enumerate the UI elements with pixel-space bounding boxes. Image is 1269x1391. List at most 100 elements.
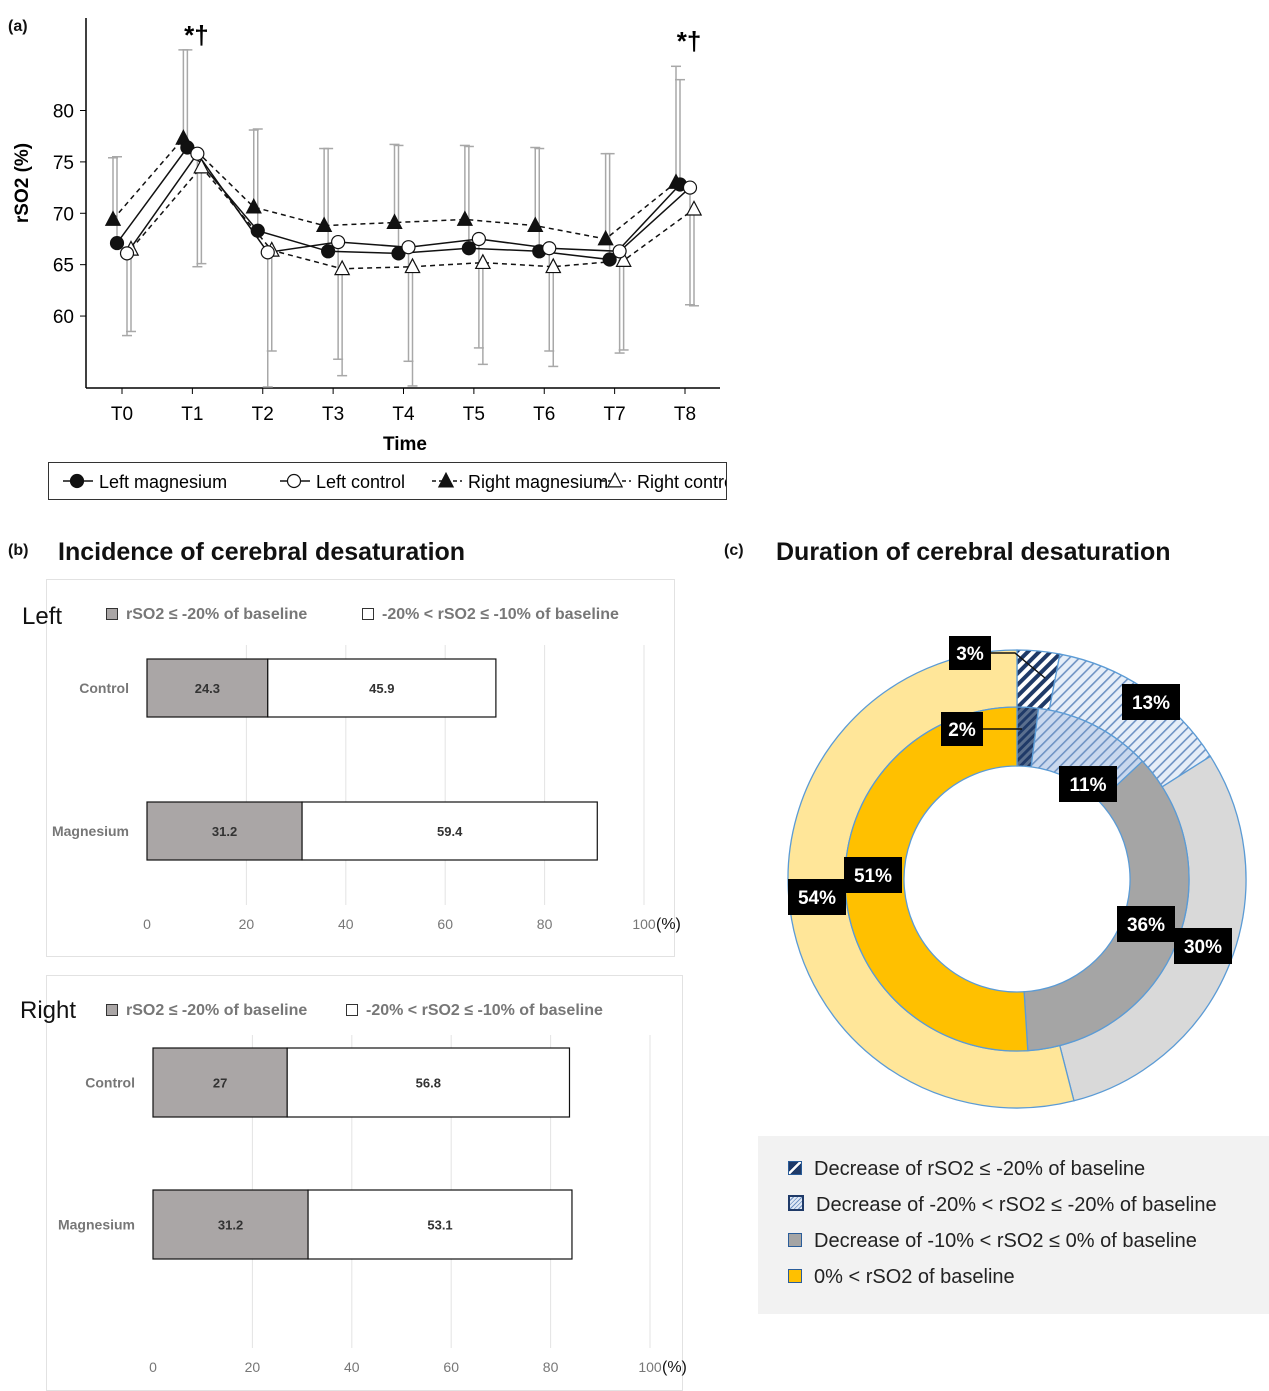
data-point bbox=[612, 244, 627, 259]
data-label-box bbox=[1122, 684, 1180, 720]
x-tick-label: 100 bbox=[638, 1359, 662, 1375]
double-donut-chart: 3% 13% 30% 54% 2% 11% 36% 51% bbox=[787, 636, 1247, 1109]
data-point bbox=[104, 210, 122, 226]
data-point bbox=[315, 216, 333, 233]
x-tick-label: 0 bbox=[143, 916, 151, 932]
data-point bbox=[69, 473, 85, 489]
panel-c-title: Duration of cerebral desaturation bbox=[776, 538, 1171, 566]
y-tick-label: 60 bbox=[53, 307, 74, 328]
data-label-box bbox=[844, 857, 902, 893]
data-point bbox=[331, 234, 346, 250]
x-tick-label: T2 bbox=[252, 404, 274, 425]
inner-ring-slice bbox=[1023, 760, 1190, 1052]
legend-white-swatch bbox=[362, 608, 374, 620]
data-label: 11% bbox=[1070, 775, 1107, 796]
bar-segment bbox=[286, 1047, 571, 1118]
data-label-box bbox=[949, 636, 991, 670]
donut-legend-item-3: Decrease of -10% < rSO2 ≤ 0% of baseline bbox=[788, 1230, 1197, 1253]
x-tick-label: 20 bbox=[245, 1359, 261, 1375]
data-label: 2% bbox=[948, 720, 976, 741]
data-point bbox=[401, 240, 416, 255]
data-point bbox=[333, 259, 351, 276]
x-tick-label: 100 bbox=[632, 916, 656, 932]
x-tick-label: 40 bbox=[344, 1359, 360, 1375]
data-point bbox=[190, 146, 205, 161]
y-tick-label: 70 bbox=[53, 204, 74, 225]
data-point bbox=[474, 253, 492, 270]
data-point bbox=[193, 157, 210, 174]
data-point bbox=[286, 473, 302, 489]
category-label: Control bbox=[79, 680, 129, 696]
x-tick-label: T5 bbox=[463, 404, 485, 425]
x-tick-label: 20 bbox=[239, 916, 255, 932]
x-tick-label: 80 bbox=[537, 916, 553, 932]
right-legend-severe: rSO2 ≤ -20% of baseline bbox=[106, 1002, 307, 1020]
data-point bbox=[456, 210, 474, 226]
x-unit-label: (%) bbox=[656, 916, 681, 933]
x-tick-label: 60 bbox=[443, 1359, 459, 1375]
bar-value-label: 45.9 bbox=[369, 681, 394, 696]
data-label-box bbox=[941, 712, 983, 746]
legend-grey-swatch bbox=[106, 1004, 118, 1016]
legend-label: Right control bbox=[637, 472, 726, 492]
y-tick-label: 75 bbox=[53, 153, 74, 174]
x-tick-label: T8 bbox=[674, 404, 696, 425]
line-chart-rso2: 60 65 70 75 80 T0 T1 T2 T3 T4 T5 T6 T7 T8 rSO2 (%) Time… bbox=[12, 18, 720, 455]
left-side-label: Left bbox=[22, 603, 63, 630]
legend-label: Right magnesium bbox=[468, 472, 608, 492]
y-tick-label: 80 bbox=[53, 102, 74, 123]
data-point bbox=[685, 200, 703, 216]
bar-value-label: 53.1 bbox=[427, 1218, 452, 1233]
data-point bbox=[437, 471, 455, 488]
legend-grey-swatch bbox=[106, 608, 118, 620]
data-label: 3% bbox=[956, 644, 984, 665]
data-point bbox=[245, 198, 262, 214]
data-point bbox=[602, 252, 617, 267]
data-point bbox=[682, 180, 698, 195]
category-label: Magnesium bbox=[52, 823, 129, 839]
data-label: 13% bbox=[1132, 693, 1170, 714]
x-tick-label: 60 bbox=[437, 916, 453, 932]
dark-hatch-swatch bbox=[788, 1161, 802, 1175]
data-label-box bbox=[1174, 928, 1232, 964]
bar-value-label: 56.8 bbox=[416, 1076, 441, 1091]
light-hatch-swatch bbox=[788, 1195, 804, 1211]
donut-legend-item-1: Decrease of rSO2 ≤ -20% of baseline bbox=[788, 1158, 1145, 1181]
x-tick-label: 40 bbox=[338, 916, 354, 932]
bar-value-label: 27 bbox=[213, 1076, 227, 1091]
bar-value-label: 31.2 bbox=[218, 1218, 243, 1233]
data-label: 51% bbox=[854, 866, 892, 887]
data-point bbox=[119, 246, 135, 261]
panel-b-title: Incidence of cerebral desaturation bbox=[58, 538, 466, 566]
data-label-box bbox=[788, 879, 846, 915]
panel-b-tag: (b) bbox=[8, 542, 29, 559]
panel-a-tag: (a) bbox=[8, 18, 28, 35]
yellow-swatch bbox=[788, 1269, 802, 1283]
bar-value-label: 24.3 bbox=[195, 681, 220, 696]
x-tick-label: T0 bbox=[111, 404, 133, 425]
data-point bbox=[404, 257, 421, 274]
right-bar-chart: 0 20 40 60 80 100 (%) 27 56.8 Control 31.2 53.1 Magn… bbox=[58, 1035, 687, 1376]
data-point bbox=[260, 245, 275, 260]
legend-label: Left magnesium bbox=[99, 472, 227, 492]
left-bar-chart: 0 20 40 60 80 100 (%) 24.3 45.9 Control 31.2 59.4 Ma… bbox=[52, 645, 681, 933]
x-tick-label: T4 bbox=[392, 404, 415, 425]
significance-annotation: *† bbox=[184, 20, 209, 50]
data-label-box bbox=[1117, 906, 1175, 942]
x-tick-label: T3 bbox=[322, 404, 344, 425]
donut-legend-item-4: 0% < rSO2 of baseline bbox=[788, 1266, 1015, 1289]
legend-label: Left control bbox=[316, 472, 405, 492]
line-chart-legend: Left magnesium Left control Right magnesiu… bbox=[48, 462, 738, 500]
data-point bbox=[321, 244, 336, 259]
data-label: 54% bbox=[798, 888, 836, 909]
data-point bbox=[615, 251, 632, 268]
data-point bbox=[109, 235, 125, 251]
bar-segment bbox=[152, 1047, 288, 1118]
data-point bbox=[606, 471, 624, 488]
bar-segment bbox=[267, 658, 497, 718]
y-axis-label: rSO2 (%) bbox=[12, 143, 33, 223]
panel-c-tag: (c) bbox=[724, 542, 744, 559]
data-point bbox=[542, 241, 557, 256]
data-label-box bbox=[1059, 766, 1117, 802]
data-label: 36% bbox=[1127, 915, 1165, 936]
